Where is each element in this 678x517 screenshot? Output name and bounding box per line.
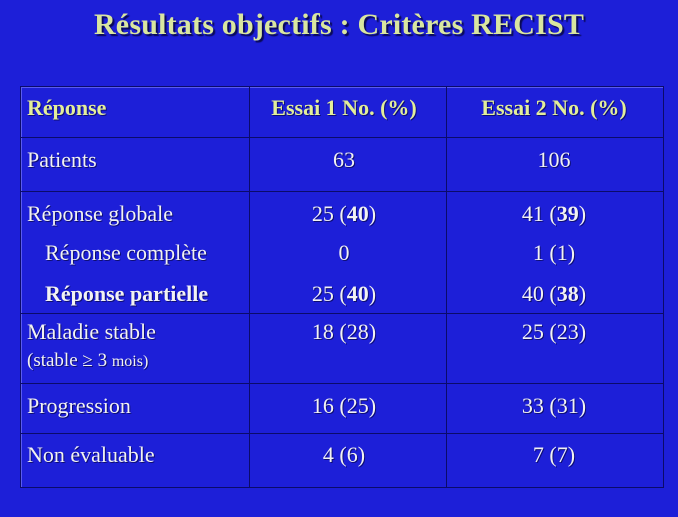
cell-globale-essai-2: 41 (39): [521, 201, 587, 226]
row-sublabel-stable: (stable ≥ 3 mois): [27, 350, 149, 371]
cell-non-evaluable-essai-1: 4 (6): [322, 442, 366, 467]
cell-stable-essai-1: 18 (28): [311, 319, 377, 344]
cell-partielle-essai-2: 40 (38): [521, 281, 587, 306]
row-label-reponse-globale: Réponse globale: [27, 201, 174, 226]
header-essai-1: Essai 1 No. (%): [271, 95, 417, 120]
results-table: Réponse Essai 1 No. (%) Essai 2 No. (%) …: [20, 86, 664, 488]
cell-non-evaluable-essai-2: 7 (7): [532, 442, 576, 467]
row-label-non-evaluable: Non évaluable: [27, 442, 155, 467]
cell-patients-essai-1: 63: [333, 147, 355, 172]
row-label-maladie-stable: Maladie stable: [27, 319, 156, 344]
cell-patients-essai-2: 106: [537, 147, 571, 172]
row-divider: [21, 191, 663, 192]
column-divider: [249, 87, 250, 487]
row-label-reponse-complete: Réponse complète: [45, 240, 207, 265]
cell-complete-essai-1: 0: [338, 240, 350, 265]
cell-progression-essai-2: 33 (31): [521, 393, 587, 418]
slide-title: Résultats objectifs : Critères RECIST: [93, 8, 585, 41]
row-divider: [21, 433, 663, 434]
row-divider: [21, 137, 663, 138]
column-divider: [446, 87, 447, 487]
header-reponse: Réponse: [27, 95, 107, 120]
row-label-patients: Patients: [27, 147, 97, 172]
cell-partielle-essai-1: 25 (40): [311, 281, 377, 306]
cell-complete-essai-2: 1 (1): [532, 240, 576, 265]
header-essai-2: Essai 2 No. (%): [481, 95, 627, 120]
row-divider: [21, 313, 663, 314]
row-label-progression: Progression: [27, 393, 131, 418]
row-label-reponse-partielle: Réponse partielle: [45, 281, 209, 306]
row-divider: [21, 383, 663, 384]
cell-progression-essai-1: 16 (25): [311, 393, 377, 418]
cell-stable-essai-2: 25 (23): [521, 319, 587, 344]
cell-globale-essai-1: 25 (40): [311, 201, 377, 226]
